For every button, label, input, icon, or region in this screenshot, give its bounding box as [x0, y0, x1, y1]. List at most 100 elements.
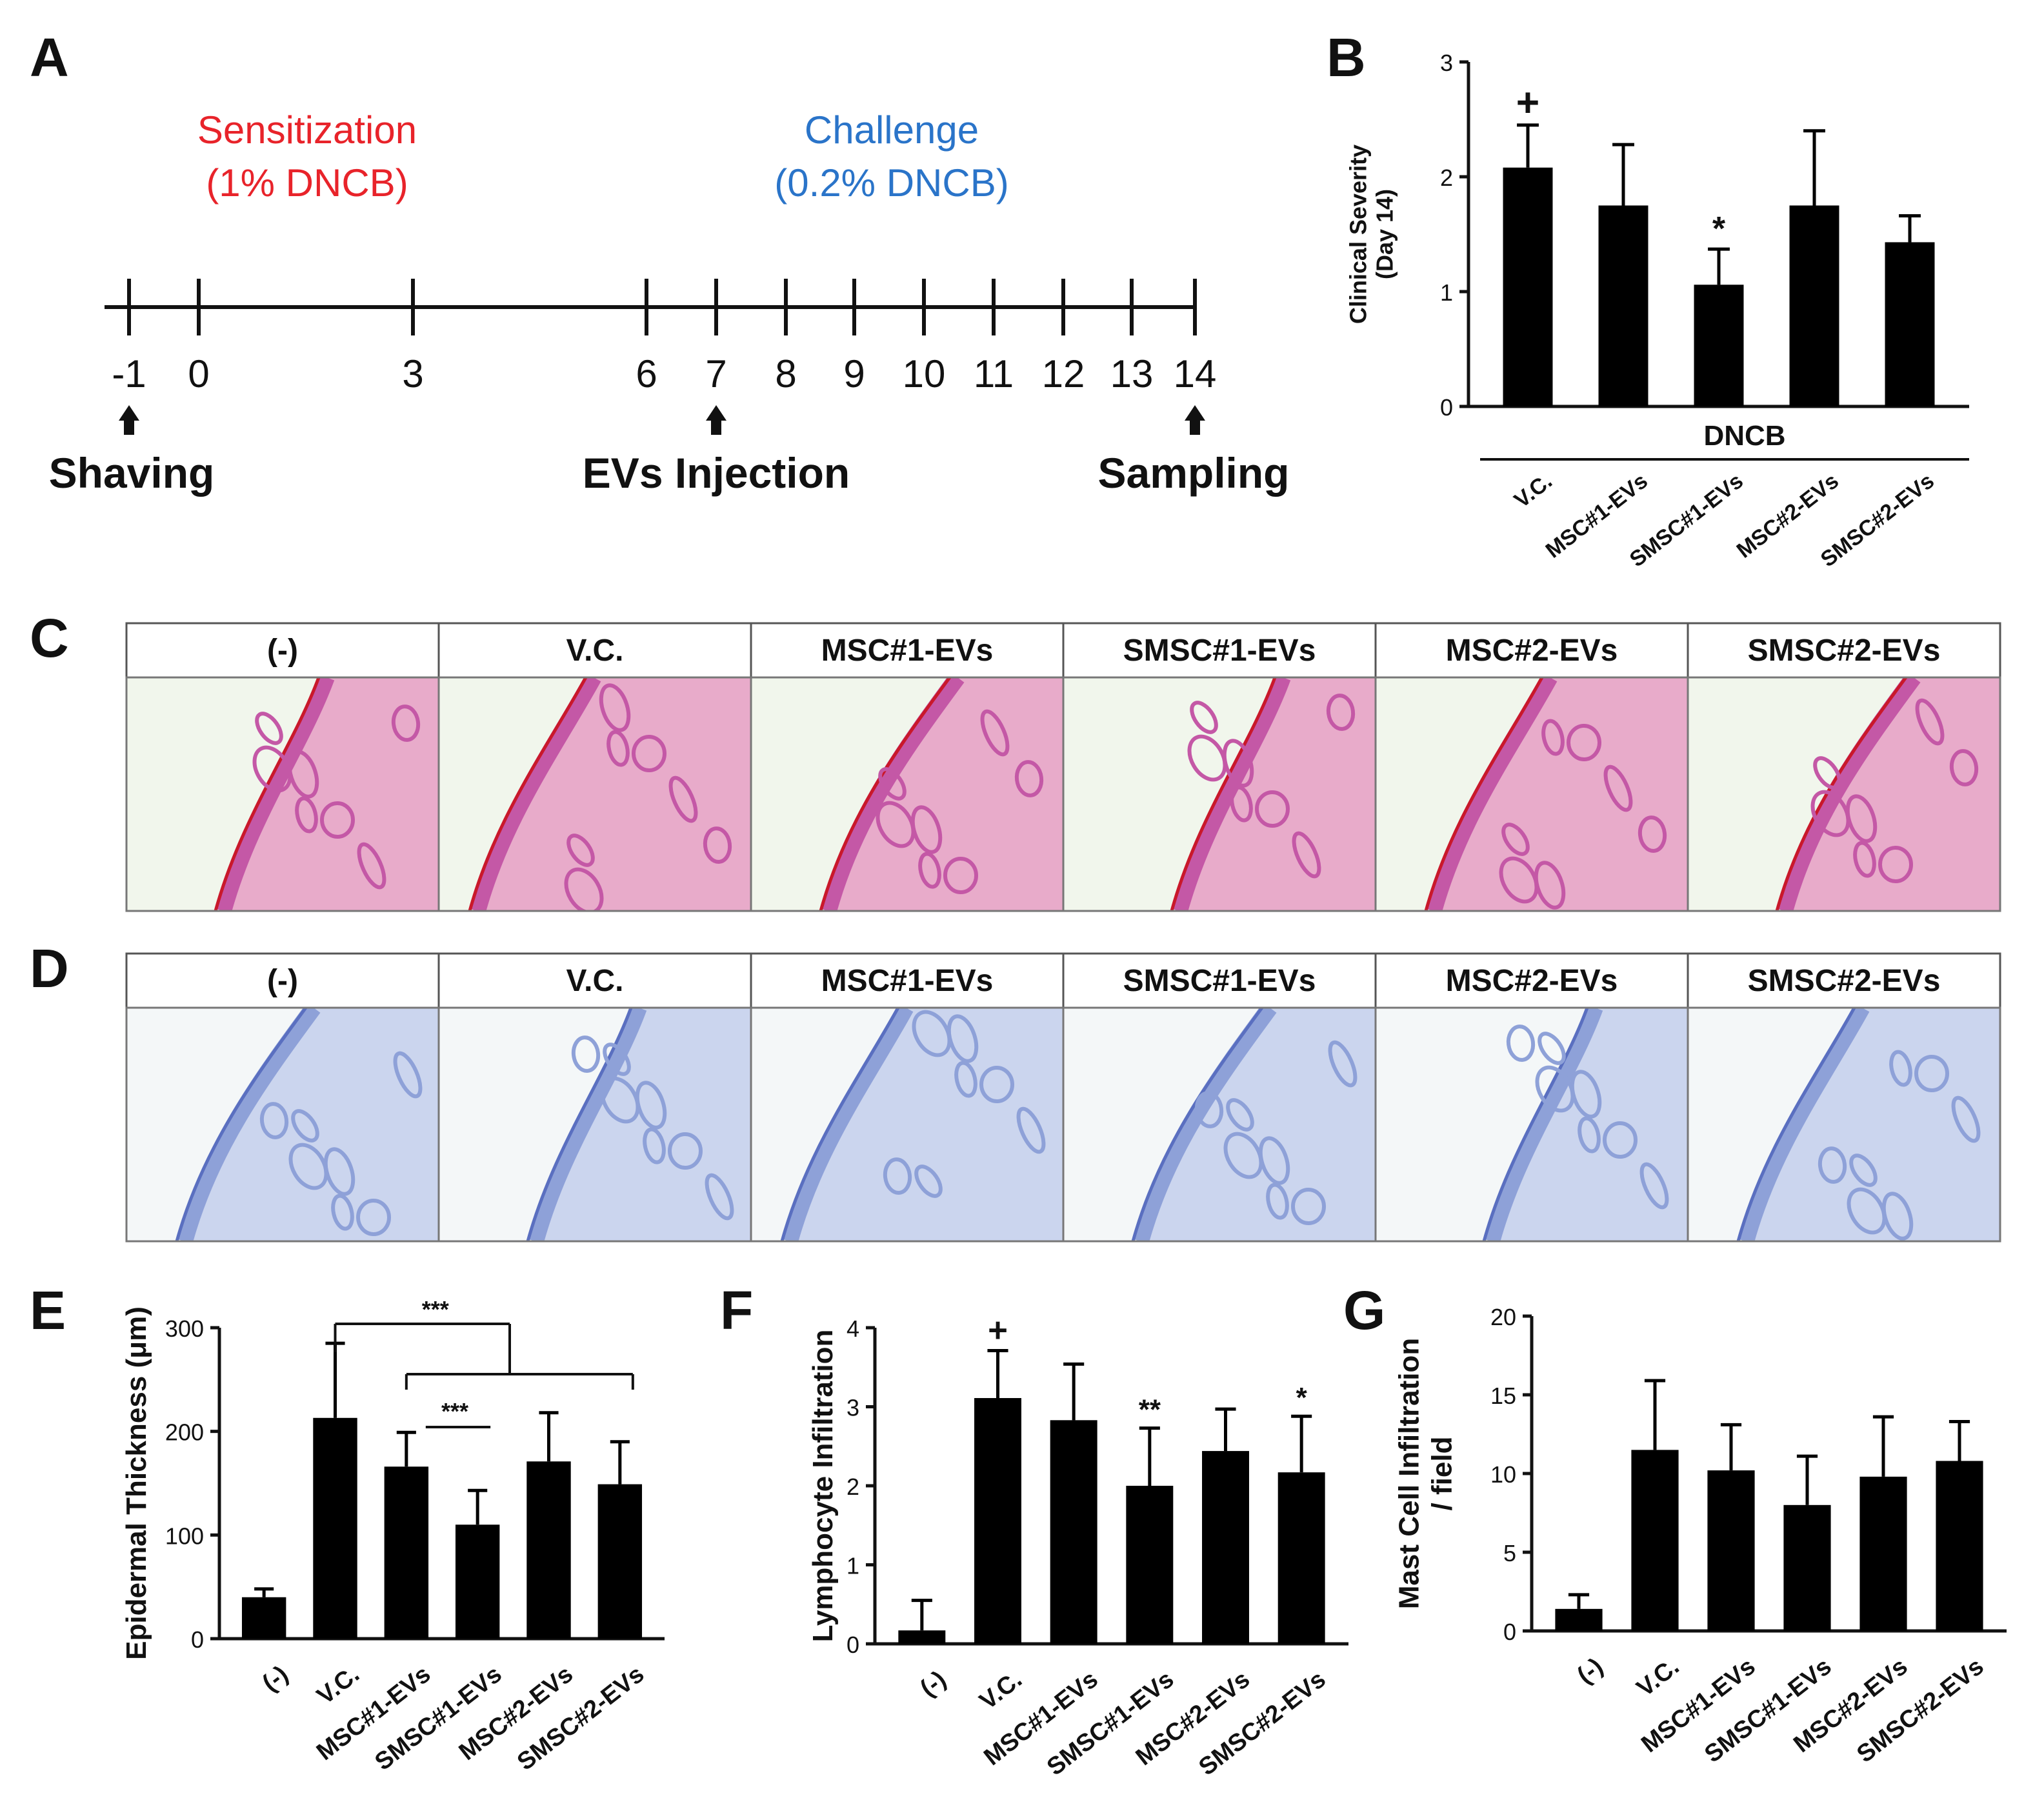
timeline-day-label: 6	[636, 352, 657, 395]
micrograph-he	[1063, 677, 1376, 911]
y-tick-label: 20	[1490, 1304, 1516, 1330]
hair-follicle	[876, 801, 916, 848]
bar	[1598, 205, 1648, 406]
timeline-day-label: 13	[1110, 352, 1154, 395]
histology-header	[1374, 952, 1689, 1009]
bar	[974, 1398, 1021, 1644]
y-tick-label: 0	[1503, 1619, 1516, 1645]
stratum-corneum	[1424, 677, 1544, 911]
y-tick-label: 200	[165, 1419, 204, 1446]
stratum-corneum	[526, 1008, 633, 1241]
micrograph-tb	[1063, 1008, 1376, 1241]
bar	[241, 1597, 286, 1639]
y-tick-label: 15	[1490, 1383, 1516, 1409]
hair-follicle	[1602, 1121, 1638, 1159]
hair-follicle	[357, 842, 386, 890]
y-tick-label: 3	[847, 1395, 859, 1421]
histology-group-label: SMSC#2-EVs	[1748, 964, 1941, 998]
panel-label-f: F	[720, 1280, 753, 1341]
stratum-corneum	[1170, 677, 1277, 911]
histology-group-label: MSC#2-EVs	[1446, 634, 1618, 668]
bar	[1707, 1470, 1755, 1631]
micrograph-frame	[1687, 1006, 2001, 1243]
panel-label-a: A	[30, 27, 69, 88]
hair-follicle	[1226, 1098, 1254, 1132]
panel-a: A Sensitization (1% DNCB) Challenge (0.2…	[30, 27, 1290, 497]
hair-follicle	[1190, 701, 1218, 734]
hair-follicle	[1810, 790, 1850, 837]
stratum-corneum	[1131, 1008, 1264, 1241]
y-axis-title: Lymphocyte Infiltration	[807, 1330, 839, 1643]
he-stain-row: (-) V.C. MSC#1-EVs SMSC#1-EVs MSC#2-EVs SMSC#…	[125, 622, 2001, 912]
category-label: SMSC#2-EVs	[512, 1661, 649, 1776]
category-label: V.C.	[975, 1666, 1027, 1715]
hair-follicle	[1818, 1146, 1847, 1184]
hair-follicle	[1578, 1116, 1601, 1154]
hair-follicle	[1638, 815, 1667, 853]
hair-follicle	[1541, 719, 1565, 756]
histology-header	[750, 952, 1065, 1009]
hair-follicle	[291, 1109, 319, 1143]
timeline-ticks: -1 0 3 6 7 8 9 10 11 12 13 14	[112, 279, 1216, 395]
histology-group-label: SMSC#1-EVs	[1123, 634, 1316, 668]
bar	[526, 1461, 571, 1639]
micrograph-tb	[1376, 1008, 1688, 1241]
micrograph-tb	[751, 1008, 1063, 1241]
up-arrow-icon	[706, 405, 726, 435]
hair-follicle	[943, 857, 979, 894]
timeline-event-label: Sampling	[1097, 449, 1289, 497]
bar	[1503, 167, 1553, 406]
up-arrow-icon	[119, 405, 139, 435]
challenge-title: Challenge	[805, 108, 979, 152]
hair-follicle	[599, 683, 631, 732]
y-axis-title: Mast Cell Infiltration	[1394, 1338, 1425, 1609]
epidermis-band	[215, 677, 335, 911]
epidermis-band	[176, 1008, 321, 1241]
histology-header	[1374, 622, 1689, 679]
bar	[1885, 242, 1935, 406]
sensitization-title: Sensitization	[197, 108, 417, 152]
hair-follicle	[1889, 1050, 1912, 1087]
panel-label-d: D	[30, 938, 69, 999]
epidermis-band	[1483, 1008, 1603, 1241]
hair-follicle	[1223, 1132, 1263, 1179]
histology-group-label: (-)	[267, 964, 298, 998]
hair-follicle	[1014, 760, 1044, 797]
hair-follicle	[331, 1194, 354, 1231]
bar	[1126, 1486, 1174, 1644]
stratum-corneum	[780, 1008, 900, 1241]
micrograph-he	[751, 677, 1063, 911]
histology-header	[1062, 952, 1377, 1009]
bar	[1783, 1504, 1831, 1631]
y-axis-title: (Day 14)	[1372, 189, 1398, 279]
dermis-region	[1746, 1008, 2000, 1241]
bar	[384, 1466, 429, 1639]
hair-follicle	[391, 705, 421, 742]
hair-follicle	[918, 852, 941, 889]
epidermis-band	[1171, 677, 1291, 911]
y-axis-title: Epidermal Thickness (μm)	[121, 1306, 152, 1660]
histology-group-label: MSC#2-EVs	[1446, 964, 1618, 998]
dermis-region	[1434, 677, 1688, 911]
hair-follicle	[1292, 831, 1321, 879]
timeline-day-label: 10	[903, 352, 946, 395]
y-tick-label: 4	[847, 1315, 859, 1342]
timeline-day-label: 8	[775, 352, 796, 395]
histology-group-label: (-)	[267, 634, 298, 668]
hair-follicle	[1230, 785, 1253, 823]
hair-follicle	[1878, 846, 1914, 883]
micrograph-tb	[439, 1008, 751, 1241]
significance-mark: ***	[441, 1398, 468, 1424]
hair-follicle	[1915, 698, 1945, 746]
epidermis-band	[469, 677, 601, 911]
histology-header	[437, 622, 752, 679]
category-label: (-)	[1572, 1653, 1608, 1689]
hair-follicle	[1566, 724, 1602, 761]
dermis-region	[1785, 677, 2000, 911]
up-arrow-icon	[1185, 405, 1205, 435]
hair-follicle	[1266, 1183, 1289, 1220]
histology-group-label: MSC#1-EVs	[821, 634, 994, 668]
y-tick-label: 100	[165, 1523, 204, 1549]
stratum-corneum	[468, 677, 588, 911]
